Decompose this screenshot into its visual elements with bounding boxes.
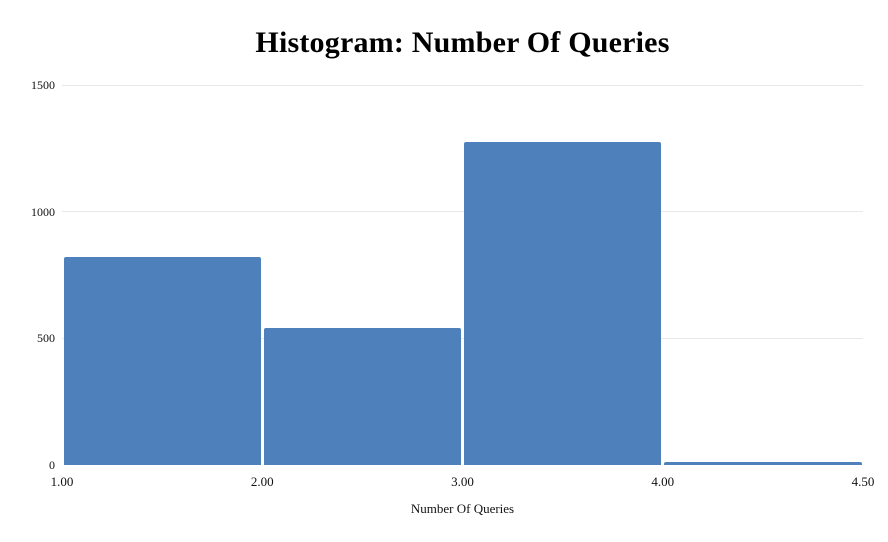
x-tick-label: 4.50 [851,474,875,489]
bar [664,462,862,465]
x-axis-title: Number Of Queries [410,501,515,516]
gridline [62,211,863,213]
x-tick-label: 2.00 [250,474,274,489]
y-tick-label: 1000 [31,204,55,219]
gridline [62,84,863,86]
bar [63,257,261,465]
plot-area [62,84,863,465]
x-tick-label: 3.00 [451,474,474,489]
x-tick-label: 1.00 [50,474,74,489]
y-tick-label: 0 [49,458,55,472]
bar [464,142,662,465]
y-tick-label: 500 [37,331,55,346]
chart-title: Histogram: Number Of Queries [255,26,670,59]
gridline [62,337,863,339]
bar [263,328,461,465]
y-tick-label: 1500 [31,78,55,92]
x-tick-label: 4.00 [651,474,675,489]
